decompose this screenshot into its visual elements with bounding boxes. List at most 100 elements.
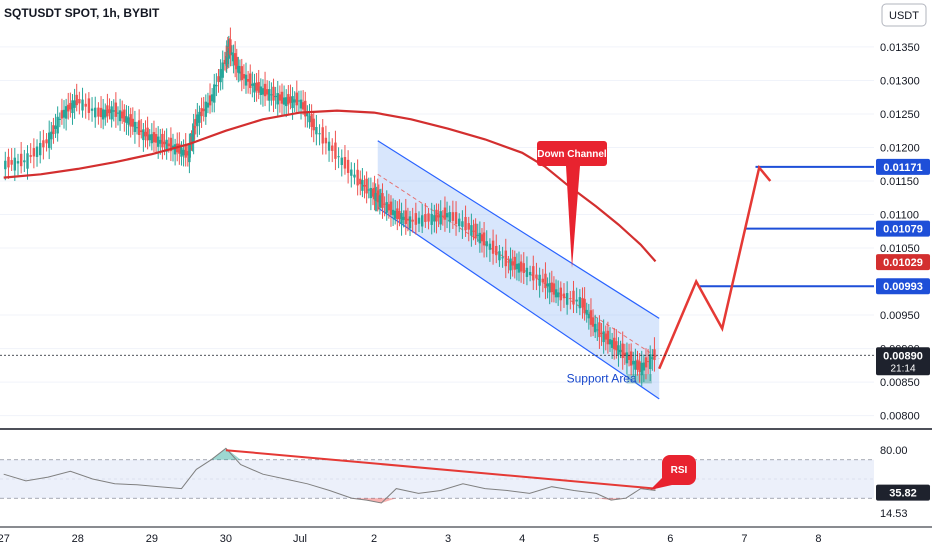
candle-body <box>235 56 238 70</box>
candle-body <box>411 219 414 222</box>
price-tick-label: 0.01250 <box>880 109 920 121</box>
candle-body <box>90 108 94 111</box>
candle-body <box>202 108 205 112</box>
candle-body <box>221 62 224 78</box>
candle-body <box>242 74 246 79</box>
candle-body <box>270 94 273 96</box>
rsi-value-tag <box>876 484 930 501</box>
candle-body <box>400 213 403 224</box>
currency-badge-box[interactable] <box>881 3 927 27</box>
candle-body <box>454 212 458 224</box>
candle-body <box>554 289 558 298</box>
candle-body <box>565 293 569 305</box>
candle-body <box>106 105 109 117</box>
candle-body <box>310 113 313 127</box>
candle-body <box>238 71 242 74</box>
candle-body <box>280 91 284 104</box>
candle-body <box>402 216 405 220</box>
candle-body <box>4 160 7 170</box>
candle-body <box>501 257 504 259</box>
rsi-tick-label: 14.53 <box>880 508 908 520</box>
rsi-value-tag-label: 35.82 <box>889 488 917 500</box>
axis-price-tag <box>876 278 930 295</box>
candle-body <box>13 157 17 171</box>
candle-body <box>394 210 397 219</box>
candle-body <box>340 157 343 166</box>
candle-body <box>598 322 601 338</box>
candle-body <box>229 39 232 56</box>
current-price-tag <box>876 347 930 376</box>
candle-body <box>272 86 275 101</box>
candle-body <box>263 83 267 97</box>
candle-body <box>498 251 501 261</box>
price-axis-ticks: 0.01350 0.01300 0.01250 0.01200 0.01150 0.011… <box>880 42 920 423</box>
candle-body <box>435 209 438 222</box>
candle-body <box>56 116 59 134</box>
symbol-title[interactable]: SQTUSDT SPOT, 1h, BYBIT <box>4 6 160 20</box>
candle-body <box>359 178 362 185</box>
candle-body <box>251 83 254 86</box>
candle-body <box>67 104 70 112</box>
candle-body <box>443 207 447 220</box>
candle-body <box>52 125 55 135</box>
candle-body <box>441 215 445 217</box>
price-series <box>4 27 656 387</box>
candle-body <box>575 299 578 302</box>
candle-body <box>29 155 32 157</box>
candle-body <box>304 100 307 117</box>
candle-body <box>230 52 234 55</box>
candle-body <box>485 241 488 247</box>
candle-body <box>215 84 218 87</box>
axis-price-tag-label: 0.01079 <box>883 224 923 236</box>
candle-body <box>448 212 451 222</box>
candle-body <box>152 132 156 143</box>
candle-body <box>257 81 260 93</box>
candle-body <box>548 283 551 293</box>
candle-body <box>451 212 455 221</box>
candle-body <box>219 69 222 83</box>
rsi-trendline <box>225 449 656 490</box>
candle-body <box>114 102 118 117</box>
rsi-callout-text: RSI <box>671 465 688 476</box>
candle-body <box>507 261 510 263</box>
candle-body <box>104 109 107 118</box>
candle-body <box>391 209 395 216</box>
time-tick-label: 2 <box>371 533 377 545</box>
axis-price-tag-label: 0.00993 <box>883 281 923 293</box>
candle-body <box>632 360 635 365</box>
candle-body <box>154 134 158 143</box>
candle-body <box>406 218 410 221</box>
candle-body <box>653 349 656 361</box>
axis-price-tags: 0.01171 0.01079 0.01029 0.00993 0.0089021:14… <box>876 158 930 501</box>
current-price-timer: 21:14 <box>890 363 915 374</box>
candle-body <box>285 97 288 107</box>
time-tick-label: 5 <box>593 533 599 545</box>
candle-body <box>379 200 383 202</box>
candle-body <box>337 156 340 158</box>
candle-body <box>198 111 201 123</box>
candle-body <box>600 332 603 334</box>
candle-body <box>62 109 66 118</box>
candle-body <box>233 53 237 66</box>
candle-body <box>7 156 10 168</box>
candle-body <box>173 144 177 155</box>
candle-body <box>427 213 430 222</box>
price-tick-label: 0.01300 <box>880 75 920 87</box>
candle-body <box>208 95 212 106</box>
candle-body <box>144 131 147 137</box>
candle-body <box>458 218 461 227</box>
currency-badge[interactable]: USDT <box>881 3 927 27</box>
candle-body <box>623 352 627 356</box>
candle-body <box>116 112 120 114</box>
candle-body <box>552 283 556 295</box>
candle-body <box>649 354 652 370</box>
candle-body <box>194 118 197 125</box>
candle-body <box>482 232 486 246</box>
candle-body <box>110 106 113 120</box>
candle-body <box>140 130 143 133</box>
candle-body <box>19 153 23 167</box>
candle-body <box>495 245 498 256</box>
candle-body <box>587 313 591 319</box>
candle-body <box>244 74 248 86</box>
target-levels <box>699 165 874 288</box>
